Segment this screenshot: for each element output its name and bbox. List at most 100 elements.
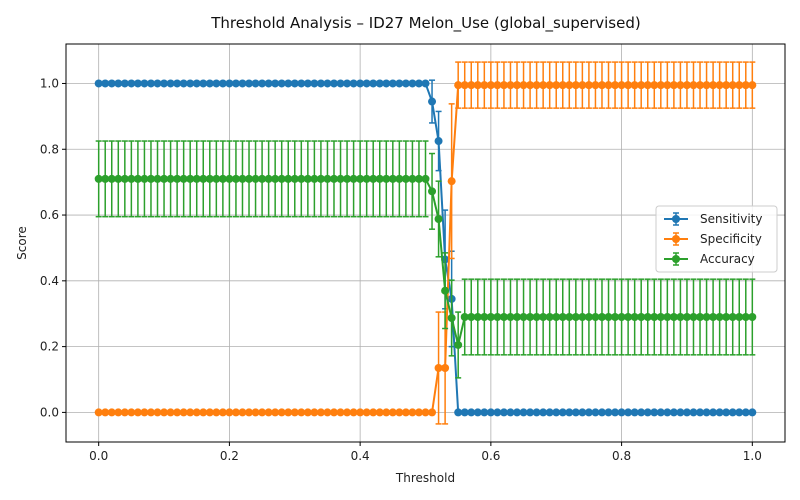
accuracy-point <box>480 313 489 322</box>
specificity-point <box>277 408 286 417</box>
sensitivity-point <box>611 408 620 417</box>
accuracy-point <box>630 313 639 322</box>
specificity-point <box>336 408 345 417</box>
sensitivity-point <box>715 408 724 417</box>
accuracy-point <box>186 174 195 183</box>
specificity-point <box>748 81 757 90</box>
sensitivity-point <box>597 408 606 417</box>
accuracy-point <box>467 313 476 322</box>
legend-item-sensitivity: Sensitivity <box>664 212 762 226</box>
accuracy-point <box>709 313 718 322</box>
sensitivity-point <box>578 408 587 417</box>
sensitivity-point <box>258 79 267 88</box>
accuracy-point <box>486 313 495 322</box>
sensitivity-point <box>245 79 254 88</box>
specificity-point <box>101 408 110 417</box>
accuracy-point <box>107 174 116 183</box>
accuracy-point <box>271 174 280 183</box>
accuracy-point <box>329 174 338 183</box>
specificity-point <box>133 408 142 417</box>
specificity-point <box>617 81 626 90</box>
sensitivity-point <box>748 408 757 417</box>
specificity-point <box>231 408 240 417</box>
accuracy-point <box>303 174 312 183</box>
accuracy-point <box>160 174 169 183</box>
specificity-point <box>696 81 705 90</box>
sensitivity-point <box>297 79 306 88</box>
accuracy-point <box>591 313 600 322</box>
legend: Sensitivity Specificity Accuracy <box>655 205 778 273</box>
specificity-series <box>94 61 757 425</box>
legend-box <box>655 205 778 273</box>
accuracy-point <box>166 174 175 183</box>
sensitivity-point <box>513 408 522 417</box>
accuracy-point <box>343 174 352 183</box>
specificity-point <box>506 81 515 90</box>
specificity-point <box>421 408 430 417</box>
accuracy-point <box>336 174 345 183</box>
accuracy-point <box>264 174 273 183</box>
sensitivity-point <box>460 408 469 417</box>
sensitivity-point <box>388 79 397 88</box>
sensitivity-point <box>186 79 195 88</box>
specificity-point <box>114 408 123 417</box>
specificity-point <box>454 81 463 90</box>
sensitivity-point <box>741 408 750 417</box>
legend-marker <box>672 235 680 243</box>
accuracy-point <box>382 174 391 183</box>
sensitivity-point <box>251 79 260 88</box>
accuracy-point <box>571 313 580 322</box>
legend-item-accuracy: Accuracy <box>664 252 755 266</box>
specificity-point <box>597 81 606 90</box>
accuracy-point <box>297 174 306 183</box>
legend-item-specificity: Specificity <box>664 232 762 246</box>
sensitivity-point <box>271 79 280 88</box>
accuracy-point <box>251 174 260 183</box>
sensitivity-point <box>114 79 123 88</box>
accuracy-point <box>702 313 711 322</box>
accuracy-point <box>526 313 535 322</box>
accuracy-point <box>617 313 626 322</box>
accuracy-point <box>519 313 528 322</box>
specificity-point <box>349 408 358 417</box>
accuracy-point <box>696 313 705 322</box>
sensitivity-point <box>107 79 116 88</box>
accuracy-point <box>597 313 606 322</box>
specificity-point <box>741 81 750 90</box>
accuracy-point <box>94 174 103 183</box>
sensitivity-point <box>218 79 227 88</box>
specificity-point <box>584 81 593 90</box>
specificity-point <box>127 408 136 417</box>
accuracy-point <box>146 174 155 183</box>
sensitivity-point <box>375 79 384 88</box>
legend-marker <box>672 255 680 263</box>
accuracy-point <box>401 174 410 183</box>
sensitivity-point <box>656 408 665 417</box>
sensitivity-point <box>558 408 567 417</box>
specificity-point <box>643 81 652 90</box>
specificity-point <box>604 81 613 90</box>
sensitivity-point <box>565 408 574 417</box>
sensitivity-point <box>709 408 718 417</box>
sensitivity-point <box>356 79 365 88</box>
accuracy-point <box>454 340 463 349</box>
sensitivity-point <box>643 408 652 417</box>
accuracy-point <box>748 313 757 322</box>
sensitivity-point <box>650 408 659 417</box>
sensitivity-point <box>519 408 528 417</box>
sensitivity-point <box>101 79 110 88</box>
sensitivity-point <box>323 79 332 88</box>
y-tick-label: 0.8 <box>40 142 59 156</box>
specificity-point <box>611 81 620 90</box>
accuracy-point <box>284 174 293 183</box>
sensitivity-point <box>310 79 319 88</box>
legend-label: Sensitivity <box>700 212 762 226</box>
x-tick-label: 1.0 <box>743 449 762 463</box>
accuracy-point <box>532 313 541 322</box>
specificity-point <box>709 81 718 90</box>
sensitivity-point <box>382 79 391 88</box>
x-tick-label: 0.4 <box>351 449 370 463</box>
sensitivity-point <box>277 79 286 88</box>
accuracy-point <box>473 313 482 322</box>
specificity-point <box>218 408 227 417</box>
